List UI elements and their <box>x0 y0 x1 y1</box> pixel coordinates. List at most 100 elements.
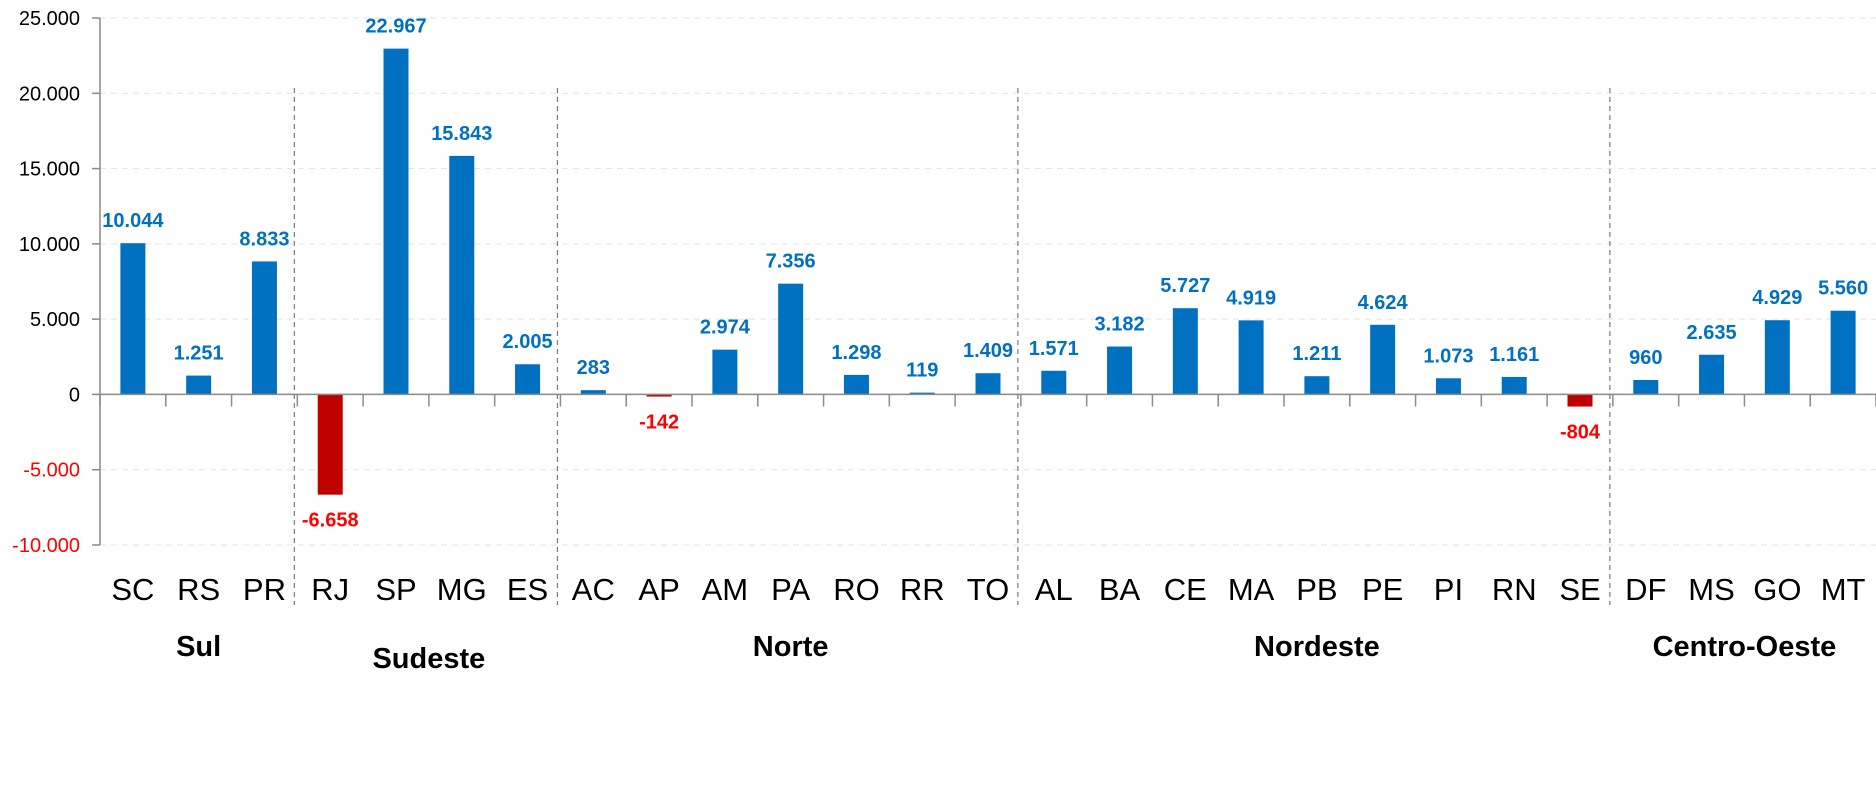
x-category-label: AP <box>638 572 679 607</box>
bars <box>120 48 1856 495</box>
bar-am <box>712 349 738 395</box>
gridlines <box>100 17 1876 546</box>
bar-pi <box>1435 378 1461 395</box>
data-label-mt: 5.560 <box>1818 278 1868 300</box>
axes <box>92 17 1876 546</box>
bar-pb <box>1304 376 1330 395</box>
data-label-sp: 22.967 <box>365 16 426 38</box>
x-category-label: MA <box>1228 572 1275 607</box>
bar-sp <box>383 48 409 395</box>
x-category-label: RS <box>177 572 220 607</box>
bar-to <box>975 373 1001 395</box>
x-category-label: RN <box>1492 572 1537 607</box>
bar-rj <box>317 394 343 495</box>
x-category-label: ES <box>507 572 548 607</box>
region-labels: Sul Sudeste Norte Nordeste Centro-Oeste <box>176 631 1836 675</box>
data-label-ba: 3.182 <box>1095 314 1145 336</box>
bar-sc <box>120 243 146 395</box>
data-label-pa: 7.356 <box>766 251 816 273</box>
data-label-se: -804 <box>1560 422 1601 444</box>
bar-ac <box>580 390 606 395</box>
data-label-df: 960 <box>1629 347 1662 369</box>
y-tick-label: -10.000 <box>12 535 80 557</box>
data-label-to: 1.409 <box>963 340 1013 362</box>
x-category-label: RJ <box>311 572 349 607</box>
bar-ma <box>1238 320 1264 395</box>
data-label-pb: 1.211 <box>1292 343 1341 365</box>
data-label-rr: 119 <box>906 360 938 382</box>
x-category-label: MT <box>1821 572 1866 607</box>
data-label-es: 2.005 <box>503 331 553 353</box>
bar-ap <box>646 394 672 397</box>
y-tick-label: 25.000 <box>19 8 80 30</box>
x-category-label: RR <box>900 572 945 607</box>
bar-pr <box>251 261 277 395</box>
bar-rs <box>186 375 212 395</box>
region-label-sudeste: Sudeste <box>372 643 485 675</box>
data-label-sc: 10.044 <box>102 210 164 232</box>
region-separators <box>293 88 1611 605</box>
x-category-label: RO <box>833 572 880 607</box>
y-tick-label: 0 <box>69 384 80 406</box>
bar-pa <box>778 283 804 395</box>
x-category-label: BA <box>1099 572 1141 607</box>
data-label-mg: 15.843 <box>431 123 492 145</box>
y-tick-label: 10.000 <box>19 234 80 256</box>
y-tick-label: -5.000 <box>23 460 80 482</box>
bar-df <box>1633 379 1659 395</box>
x-category-label: TO <box>967 572 1010 607</box>
data-label-pr: 8.833 <box>239 228 289 250</box>
data-labels: 10.044 1.251 8.833 -6.658 22.967 15.843 2.005 2… <box>102 16 1868 532</box>
bar-pe <box>1370 324 1396 395</box>
bar-mg <box>449 155 475 395</box>
x-category-label: SC <box>111 572 154 607</box>
bar-mt <box>1830 310 1856 395</box>
data-label-ap: -142 <box>639 412 679 434</box>
region-label-norte: Norte <box>753 631 829 663</box>
bar-go <box>1764 320 1790 395</box>
x-category-label: PI <box>1434 572 1463 607</box>
x-category-label: MG <box>437 572 487 607</box>
y-tick-label: 15.000 <box>19 159 80 181</box>
x-category-label: PA <box>771 572 810 607</box>
bar-al <box>1041 370 1067 395</box>
data-label-rs: 1.251 <box>174 343 224 365</box>
x-category-label: MS <box>1688 572 1735 607</box>
region-label-sul: Sul <box>176 631 221 663</box>
bar-ba <box>1107 346 1133 395</box>
data-label-ac: 283 <box>577 357 610 379</box>
bar-ro <box>843 374 869 395</box>
y-tick-label: 20.000 <box>19 83 80 105</box>
data-label-go: 4.929 <box>1752 287 1802 309</box>
x-category-label: SP <box>375 572 416 607</box>
data-label-ms: 2.635 <box>1687 322 1737 344</box>
x-category-label: PB <box>1296 572 1337 607</box>
y-tick-label: 5.000 <box>30 309 80 331</box>
region-label-nordeste: Nordeste <box>1254 631 1380 663</box>
x-category-label: PE <box>1362 572 1403 607</box>
bar-es <box>515 364 541 395</box>
y-axis-tick-labels: 25.000 20.000 15.000 10.000 5.000 0 -5.000 -10.… <box>12 8 80 557</box>
data-label-al: 1.571 <box>1029 338 1079 360</box>
bar-rr <box>909 392 935 395</box>
data-label-rj: -6.658 <box>302 510 359 532</box>
x-category-label: AM <box>702 572 749 607</box>
data-label-pe: 4.624 <box>1358 292 1409 314</box>
data-label-am: 2.974 <box>700 317 751 339</box>
data-label-ce: 5.727 <box>1160 275 1210 297</box>
data-label-pi: 1.073 <box>1423 345 1473 367</box>
x-category-label: PR <box>243 572 286 607</box>
x-category-label: GO <box>1753 572 1801 607</box>
x-category-label: AC <box>572 572 615 607</box>
x-category-label: SE <box>1559 572 1600 607</box>
data-label-rn: 1.161 <box>1489 344 1539 366</box>
data-label-ma: 4.919 <box>1226 287 1276 309</box>
x-axis-category-labels: SC RS PR RJ SP MG ES AC AP AM PA RO RR TO AL BA CE MA PB PE… <box>111 572 1865 607</box>
bar-se <box>1567 394 1593 407</box>
x-category-label: DF <box>1625 572 1666 607</box>
x-category-label: CE <box>1164 572 1207 607</box>
bar-rn <box>1501 376 1527 395</box>
data-label-ro: 1.298 <box>831 342 881 364</box>
region-label-centro-oeste: Centro-Oeste <box>1653 631 1837 663</box>
